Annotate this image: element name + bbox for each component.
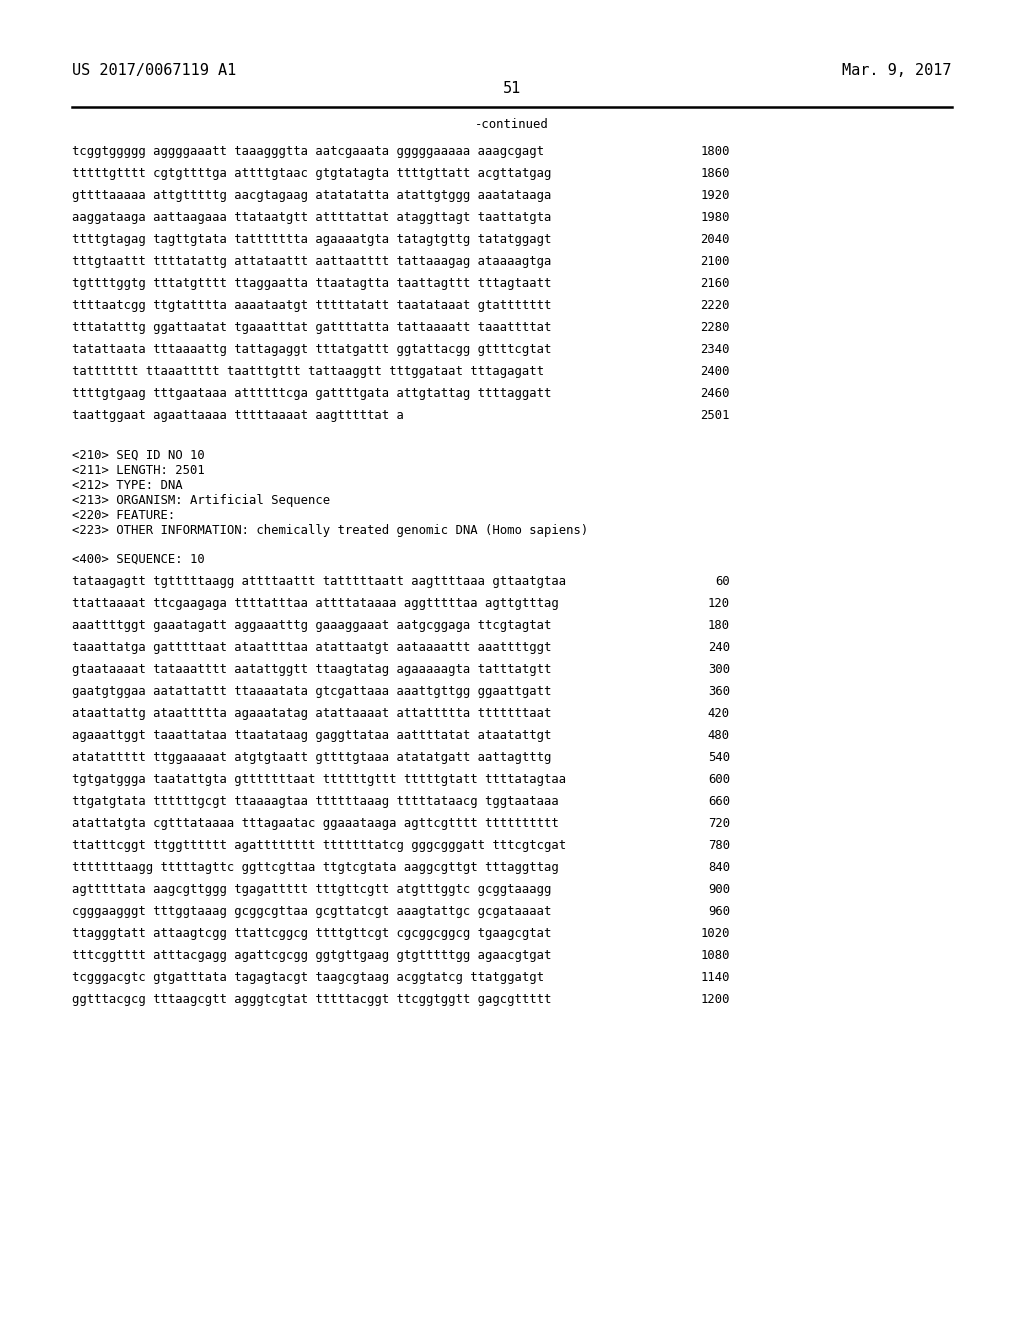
Text: Mar. 9, 2017: Mar. 9, 2017: [843, 63, 952, 78]
Text: 300: 300: [708, 663, 730, 676]
Text: ttttgtagag tagttgtata tattttttta agaaaatgta tatagtgttg tatatggagt: ttttgtagag tagttgtata tattttttta agaaaat…: [72, 234, 551, 246]
Text: 240: 240: [708, 642, 730, 653]
Text: 660: 660: [708, 795, 730, 808]
Text: 540: 540: [708, 751, 730, 764]
Text: 960: 960: [708, 906, 730, 917]
Text: <212> TYPE: DNA: <212> TYPE: DNA: [72, 479, 182, 492]
Text: -continued: -continued: [475, 117, 549, 131]
Text: 2400: 2400: [700, 366, 730, 378]
Text: gaatgtggaa aatattattt ttaaaatata gtcgattaaa aaattgttgg ggaattgatt: gaatgtggaa aatattattt ttaaaatata gtcgatt…: [72, 685, 551, 698]
Text: agaaattggt taaattataa ttaatataag gaggttataa aattttatat ataatattgt: agaaattggt taaattataa ttaatataag gaggtta…: [72, 729, 551, 742]
Text: gtaataaaat tataaatttt aatattggtt ttaagtatag agaaaaagta tatttatgtt: gtaataaaat tataaatttt aatattggtt ttaagta…: [72, 663, 551, 676]
Text: 1980: 1980: [700, 211, 730, 224]
Text: <220> FEATURE:: <220> FEATURE:: [72, 510, 175, 521]
Text: 900: 900: [708, 883, 730, 896]
Text: ataattattg ataattttta agaaatatag atattaaaat attattttta tttttttaat: ataattattg ataattttta agaaatatag atattaa…: [72, 708, 551, 719]
Text: tcgggacgtc gtgatttata tagagtacgt taagcgtaag acggtatcg ttatggatgt: tcgggacgtc gtgatttata tagagtacgt taagcgt…: [72, 972, 544, 983]
Text: 180: 180: [708, 619, 730, 632]
Text: US 2017/0067119 A1: US 2017/0067119 A1: [72, 63, 237, 78]
Text: tttttgtttt cgtgttttga attttgtaac gtgtatagta ttttgttatt acgttatgag: tttttgtttt cgtgttttga attttgtaac gtgtata…: [72, 168, 551, 180]
Text: 840: 840: [708, 861, 730, 874]
Text: gttttaaaaa attgtttttg aacgtagaag atatatatta atattgtggg aaatataaga: gttttaaaaa attgtttttg aacgtagaag atatata…: [72, 189, 551, 202]
Text: 2220: 2220: [700, 300, 730, 312]
Text: tattttttt ttaaattttt taatttgttt tattaaggtt tttggataat tttagagatt: tattttttt ttaaattttt taatttgttt tattaagg…: [72, 366, 544, 378]
Text: 120: 120: [708, 597, 730, 610]
Text: tttatatttg ggattaatat tgaaatttat gattttatta tattaaaatt taaattttat: tttatatttg ggattaatat tgaaatttat gatttta…: [72, 321, 551, 334]
Text: 1140: 1140: [700, 972, 730, 983]
Text: 1080: 1080: [700, 949, 730, 962]
Text: aaattttggt gaaatagatt aggaaatttg gaaaggaaat aatgcggaga ttcgtagtat: aaattttggt gaaatagatt aggaaatttg gaaagga…: [72, 619, 551, 632]
Text: 2100: 2100: [700, 255, 730, 268]
Text: aaggataaga aattaagaaa ttataatgtt attttattat ataggttagt taattatgta: aaggataaga aattaagaaa ttataatgtt attttat…: [72, 211, 551, 224]
Text: 2040: 2040: [700, 234, 730, 246]
Text: 2340: 2340: [700, 343, 730, 356]
Text: tttttttaagg tttttagttc ggttcgttaa ttgtcgtata aaggcgttgt tttaggttag: tttttttaagg tttttagttc ggttcgttaa ttgtcg…: [72, 861, 559, 874]
Text: 1860: 1860: [700, 168, 730, 180]
Text: 420: 420: [708, 708, 730, 719]
Text: 2501: 2501: [700, 409, 730, 422]
Text: ttatttcggt ttggtttttt agatttttttt tttttttatcg gggcgggatt tttcgtcgat: ttatttcggt ttggtttttt agatttttttt tttttt…: [72, 840, 566, 851]
Text: <223> OTHER INFORMATION: chemically treated genomic DNA (Homo sapiens): <223> OTHER INFORMATION: chemically trea…: [72, 524, 588, 537]
Text: <213> ORGANISM: Artificial Sequence: <213> ORGANISM: Artificial Sequence: [72, 494, 330, 507]
Text: <210> SEQ ID NO 10: <210> SEQ ID NO 10: [72, 449, 205, 462]
Text: ggtttacgcg tttaagcgtt agggtcgtat tttttacggt ttcggtggtt gagcgttttt: ggtttacgcg tttaagcgtt agggtcgtat tttttac…: [72, 993, 551, 1006]
Text: tgtgatggga taatattgta gtttttttaat ttttttgttt tttttgtatt ttttatagtaa: tgtgatggga taatattgta gtttttttaat tttttt…: [72, 774, 566, 785]
Text: tataagagtt tgtttttaagg attttaattt tatttttaatt aagttttaaa gttaatgtaa: tataagagtt tgtttttaagg attttaattt tatttt…: [72, 576, 566, 587]
Text: 2160: 2160: [700, 277, 730, 290]
Text: 60: 60: [715, 576, 730, 587]
Text: <400> SEQUENCE: 10: <400> SEQUENCE: 10: [72, 553, 205, 566]
Text: atattatgta cgtttataaaa tttagaatac ggaaataaga agttcgtttt tttttttttt: atattatgta cgtttataaaa tttagaatac ggaaat…: [72, 817, 559, 830]
Text: tgttttggtg tttatgtttt ttaggaatta ttaatagtta taattagttt tttagtaatt: tgttttggtg tttatgtttt ttaggaatta ttaatag…: [72, 277, 551, 290]
Text: agtttttata aagcgttggg tgagattttt tttgttcgtt atgtttggtc gcggtaaagg: agtttttata aagcgttggg tgagattttt tttgttc…: [72, 883, 551, 896]
Text: 780: 780: [708, 840, 730, 851]
Text: tatattaata tttaaaattg tattagaggt tttatgattt ggtattacgg gttttcgtat: tatattaata tttaaaattg tattagaggt tttatga…: [72, 343, 551, 356]
Text: 51: 51: [503, 81, 521, 96]
Text: tcggtggggg aggggaaatt taaagggtta aatcgaaata gggggaaaaa aaagcgagt: tcggtggggg aggggaaatt taaagggtta aatcgaa…: [72, 145, 544, 158]
Text: 1020: 1020: [700, 927, 730, 940]
Text: 720: 720: [708, 817, 730, 830]
Text: ttttaatcgg ttgtatttta aaaataatgt tttttatatt taatataaat gtattttttt: ttttaatcgg ttgtatttta aaaataatgt tttttat…: [72, 300, 551, 312]
Text: cgggaagggt tttggtaaag gcggcgttaa gcgttatcgt aaagtattgc gcgataaaat: cgggaagggt tttggtaaag gcggcgttaa gcgttat…: [72, 906, 551, 917]
Text: 1200: 1200: [700, 993, 730, 1006]
Text: taaattatga gatttttaat ataattttaa atattaatgt aataaaattt aaattttggt: taaattatga gatttttaat ataattttaa atattaa…: [72, 642, 551, 653]
Text: 1800: 1800: [700, 145, 730, 158]
Text: 480: 480: [708, 729, 730, 742]
Text: ttagggtatt attaagtcgg ttattcggcg ttttgttcgt cgcggcggcg tgaagcgtat: ttagggtatt attaagtcgg ttattcggcg ttttgtt…: [72, 927, 551, 940]
Text: tttcggtttt atttacgagg agattcgcgg ggtgttgaag gtgtttttgg agaacgtgat: tttcggtttt atttacgagg agattcgcgg ggtgttg…: [72, 949, 551, 962]
Text: ttgatgtata ttttttgcgt ttaaaagtaa ttttttaaag tttttataacg tggtaataaa: ttgatgtata ttttttgcgt ttaaaagtaa tttttta…: [72, 795, 559, 808]
Text: atatattttt ttggaaaaat atgtgtaatt gttttgtaaa atatatgatt aattagtttg: atatattttt ttggaaaaat atgtgtaatt gttttgt…: [72, 751, 551, 764]
Text: taattggaat agaattaaaa tttttaaaat aagtttttat a: taattggaat agaattaaaa tttttaaaat aagtttt…: [72, 409, 403, 422]
Text: 600: 600: [708, 774, 730, 785]
Text: ttttgtgaag tttgaataaa attttttcga gattttgata attgtattag ttttaggatt: ttttgtgaag tttgaataaa attttttcga gattttg…: [72, 387, 551, 400]
Text: ttattaaaat ttcgaagaga ttttatttaa attttataaaa aggtttttaa agttgtttag: ttattaaaat ttcgaagaga ttttatttaa attttat…: [72, 597, 559, 610]
Text: 360: 360: [708, 685, 730, 698]
Text: <211> LENGTH: 2501: <211> LENGTH: 2501: [72, 465, 205, 477]
Text: 2280: 2280: [700, 321, 730, 334]
Text: 2460: 2460: [700, 387, 730, 400]
Text: 1920: 1920: [700, 189, 730, 202]
Text: tttgtaattt ttttatattg attataattt aattaatttt tattaaagag ataaaagtga: tttgtaattt ttttatattg attataattt aattaat…: [72, 255, 551, 268]
